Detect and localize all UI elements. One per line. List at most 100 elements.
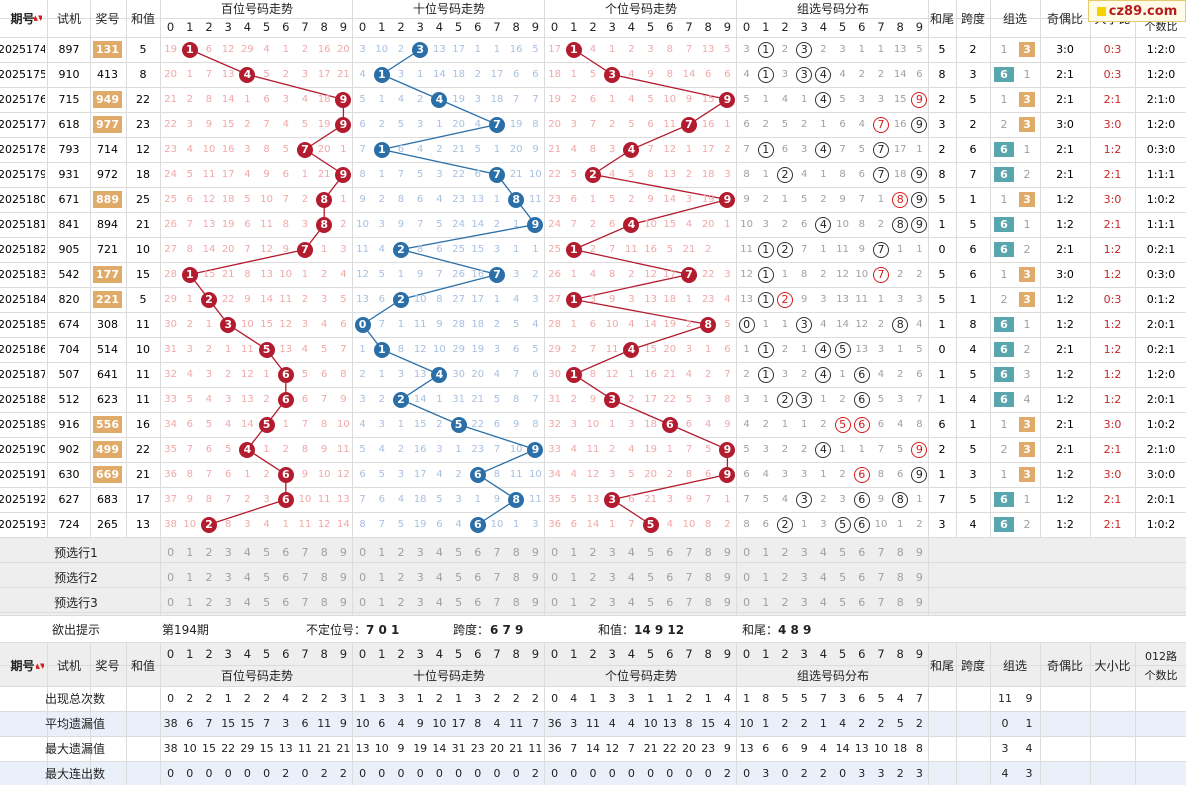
preselect-digit[interactable]: 4 [435,596,443,609]
preselect-digit[interactable]: 6 [474,546,482,559]
preselect-digit[interactable]: 2 [397,596,405,609]
preselect-digit[interactable]: 0 [743,571,751,584]
preselect-digit[interactable]: 8 [896,571,904,584]
preselect-digit[interactable]: 5 [455,596,463,609]
preselect-digit[interactable]: 7 [301,571,309,584]
preselect-digit[interactable]: 4 [819,596,827,609]
preselect-digit[interactable]: 1 [378,546,386,559]
preselect-digit[interactable]: 8 [896,596,904,609]
preselect-digit[interactable]: 3 [224,571,232,584]
preselect-digit[interactable]: 8 [320,596,328,609]
preselect-digit[interactable]: 5 [647,596,655,609]
preselect-digit[interactable]: 6 [666,596,674,609]
preselect-digit[interactable]: 2 [397,571,405,584]
preselect-digit[interactable]: 1 [378,596,386,609]
preselect-digit[interactable]: 6 [282,571,290,584]
preselect-digit[interactable]: 7 [685,546,693,559]
preselect-digit[interactable]: 0 [743,546,751,559]
preselect-digit[interactable]: 4 [627,596,635,609]
preselect-digit[interactable]: 0 [167,596,175,609]
preselect-digit[interactable]: 4 [819,546,827,559]
preselect-digit[interactable]: 3 [608,571,616,584]
preselect-digit[interactable]: 2 [205,571,213,584]
preselect-digit[interactable]: 5 [839,571,847,584]
preselect-digit[interactable]: 2 [589,596,597,609]
preselect-digit[interactable]: 3 [608,596,616,609]
preselect-digit[interactable]: 2 [781,546,789,559]
preselect-digit[interactable]: 0 [551,596,559,609]
preselect-digit[interactable]: 1 [378,571,386,584]
preselect-digit[interactable]: 7 [877,596,885,609]
preselect-digit[interactable]: 2 [397,546,405,559]
preselect-digit[interactable]: 7 [493,596,501,609]
preselect-digit[interactable]: 8 [512,596,520,609]
preselect-digit[interactable]: 7 [301,546,309,559]
preselect-digit[interactable]: 1 [762,571,770,584]
preselect-digit[interactable]: 1 [186,546,194,559]
preselect-digit[interactable]: 8 [704,596,712,609]
preselect-digit[interactable]: 3 [416,546,424,559]
preselect-digit[interactable]: 6 [858,571,866,584]
preselect-digit[interactable]: 9 [531,571,539,584]
preselect-digit[interactable]: 1 [186,596,194,609]
preselect-digit[interactable]: 8 [512,546,520,559]
preselect-digit[interactable]: 7 [301,596,309,609]
preselect-digit[interactable]: 7 [493,546,501,559]
preselect-digit[interactable]: 6 [666,546,674,559]
preselect-digit[interactable]: 4 [819,571,827,584]
preselect-digit[interactable]: 4 [627,571,635,584]
preselect-digit[interactable]: 3 [608,546,616,559]
preselect-digit[interactable]: 3 [224,546,232,559]
preselect-digit[interactable]: 5 [263,596,271,609]
preselect-digit[interactable]: 7 [877,571,885,584]
preselect-digit[interactable]: 8 [704,571,712,584]
preselect-digit[interactable]: 5 [647,546,655,559]
preselect-digit[interactable]: 9 [723,596,731,609]
preselect-digit[interactable]: 3 [800,546,808,559]
preselect-digit[interactable]: 1 [570,546,578,559]
preselect-digit[interactable]: 9 [339,596,347,609]
preselect-digit[interactable]: 5 [455,546,463,559]
preselect-digit[interactable]: 3 [800,571,808,584]
preselect-digit[interactable]: 6 [474,596,482,609]
preselect-digit[interactable]: 9 [915,571,923,584]
preselect-digit[interactable]: 5 [839,596,847,609]
preselect-digit[interactable]: 0 [551,571,559,584]
preselect-digit[interactable]: 4 [243,546,251,559]
preselect-digit[interactable]: 7 [493,571,501,584]
preselect-digit[interactable]: 7 [685,571,693,584]
preselect-digit[interactable]: 0 [359,546,367,559]
preselect-digit[interactable]: 2 [205,596,213,609]
preselect-digit[interactable]: 7 [685,596,693,609]
preselect-digit[interactable]: 1 [186,571,194,584]
preselect-digit[interactable]: 4 [435,546,443,559]
preselect-digit[interactable]: 0 [167,571,175,584]
preselect-digit[interactable]: 9 [723,546,731,559]
preselect-digit[interactable]: 5 [455,571,463,584]
preselect-digit[interactable]: 6 [282,546,290,559]
preselect-digit[interactable]: 2 [781,571,789,584]
sort-icon-bottom[interactable]: ▲▼ [36,661,44,670]
preselect-digit[interactable]: 2 [589,571,597,584]
preselect-digit[interactable]: 9 [915,546,923,559]
preselect-digit[interactable]: 4 [243,571,251,584]
preselect-digit[interactable]: 9 [339,546,347,559]
preselect-digit[interactable]: 0 [743,596,751,609]
preselect-digit[interactable]: 9 [915,596,923,609]
preselect-digit[interactable]: 2 [781,596,789,609]
preselect-digit[interactable]: 4 [243,596,251,609]
preselect-digit[interactable]: 9 [531,546,539,559]
preselect-digit[interactable]: 6 [666,571,674,584]
preselect-digit[interactable]: 1 [762,546,770,559]
preselect-digit[interactable]: 9 [339,571,347,584]
preselect-digit[interactable]: 6 [858,546,866,559]
preselect-digit[interactable]: 6 [474,571,482,584]
preselect-digit[interactable]: 4 [435,571,443,584]
cz89-logo[interactable]: cz89.com [1088,0,1186,22]
preselect-digit[interactable]: 0 [167,546,175,559]
preselect-digit[interactable]: 8 [320,571,328,584]
preselect-digit[interactable]: 7 [877,546,885,559]
preselect-digit[interactable]: 3 [416,571,424,584]
preselect-digit[interactable]: 0 [551,546,559,559]
preselect-digit[interactable]: 3 [224,596,232,609]
